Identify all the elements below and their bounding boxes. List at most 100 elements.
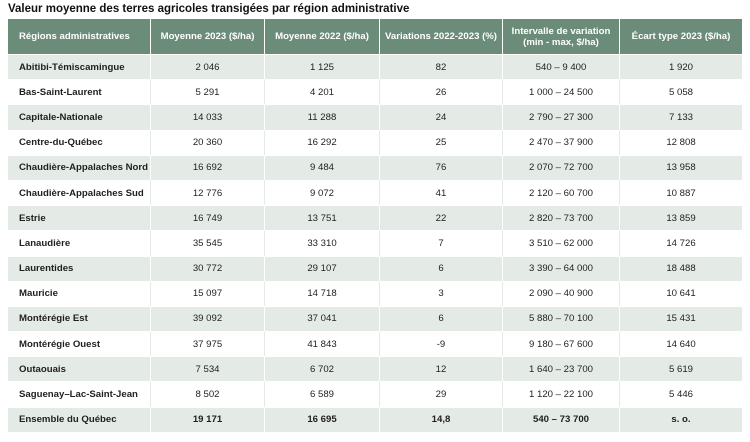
total-avg-2022: 16 695 <box>265 406 380 432</box>
std-dev-cell: 12 808 <box>620 129 742 155</box>
std-dev-cell: 7 133 <box>620 104 742 130</box>
avg-2022-cell: 4 201 <box>265 79 380 105</box>
land-value-table: Régions administratives Moyenne 2023 ($/… <box>8 19 742 432</box>
variation-cell: 24 <box>380 104 503 130</box>
region-cell: Saguenay–Lac-Saint-Jean <box>8 381 151 407</box>
std-dev-cell: 13 859 <box>620 205 742 231</box>
table-row: Lanaudière 35 545 33 310 7 3 510 – 62 00… <box>8 230 742 256</box>
avg-2023-cell: 30 772 <box>151 255 265 281</box>
total-avg-2023: 19 171 <box>151 406 265 432</box>
total-range: 540 – 73 700 <box>503 406 620 432</box>
total-std-dev: s. o. <box>620 406 742 432</box>
header-range: Intervalle de variation (min - max, $/ha… <box>503 19 620 54</box>
avg-2022-cell: 37 041 <box>265 305 380 332</box>
std-dev-cell: 13 958 <box>620 154 742 180</box>
variation-cell: 25 <box>380 129 503 155</box>
region-cell: Estrie <box>8 205 151 231</box>
std-dev-cell: 10 887 <box>620 179 742 206</box>
std-dev-cell: 18 488 <box>620 255 742 281</box>
avg-2022-cell: 6 702 <box>265 356 380 382</box>
region-cell: Capitale-Nationale <box>8 104 151 130</box>
variation-cell: -9 <box>380 331 503 357</box>
avg-2023-cell: 37 975 <box>151 331 265 357</box>
variation-cell: 26 <box>380 79 503 105</box>
std-dev-cell: 1 920 <box>620 54 742 80</box>
range-cell: 1 640 – 23 700 <box>503 356 620 382</box>
std-dev-cell: 10 641 <box>620 280 742 306</box>
avg-2023-cell: 12 776 <box>151 179 265 206</box>
avg-2022-cell: 9 484 <box>265 154 380 180</box>
avg-2022-cell: 41 843 <box>265 331 380 357</box>
header-variation: Variations 2022-2023 (%) <box>380 19 503 54</box>
variation-cell: 7 <box>380 230 503 256</box>
avg-2022-cell: 13 751 <box>265 205 380 231</box>
range-cell: 5 880 – 70 100 <box>503 305 620 332</box>
avg-2022-cell: 9 072 <box>265 179 380 206</box>
std-dev-cell: 14 640 <box>620 331 742 357</box>
range-cell: 2 120 – 60 700 <box>503 179 620 206</box>
range-cell: 1 000 – 24 500 <box>503 79 620 105</box>
avg-2023-cell: 39 092 <box>151 305 265 332</box>
variation-cell: 76 <box>380 154 503 180</box>
table-row: Estrie 16 749 13 751 22 2 820 – 73 700 1… <box>8 205 742 231</box>
table-title: Valeur moyenne des terres agricoles tran… <box>8 3 410 15</box>
header-avg-2022: Moyenne 2022 ($/ha) <box>265 19 380 54</box>
header-row: Régions administratives Moyenne 2023 ($/… <box>8 19 742 54</box>
avg-2023-cell: 15 097 <box>151 280 265 306</box>
avg-2022-cell: 6 589 <box>265 381 380 407</box>
range-cell: 3 510 – 62 000 <box>503 230 620 256</box>
avg-2022-cell: 16 292 <box>265 129 380 155</box>
avg-2022-cell: 1 125 <box>265 54 380 80</box>
region-cell: Montérégie Est <box>8 305 151 332</box>
header-avg-2023: Moyenne 2023 ($/ha) <box>151 19 265 54</box>
region-cell: Laurentides <box>8 255 151 281</box>
variation-cell: 3 <box>380 280 503 306</box>
region-cell: Montérégie Ouest <box>8 331 151 357</box>
range-cell: 2 090 – 40 900 <box>503 280 620 306</box>
table-row: Capitale-Nationale 14 033 11 288 24 2 79… <box>8 104 742 130</box>
avg-2023-cell: 7 534 <box>151 356 265 382</box>
variation-cell: 6 <box>380 305 503 332</box>
region-cell: Abitibi-Témiscamingue <box>8 54 151 80</box>
region-cell: Chaudière-Appalaches Sud <box>8 179 151 206</box>
range-cell: 540 – 9 400 <box>503 54 620 80</box>
std-dev-cell: 5 446 <box>620 381 742 407</box>
header-std-dev: Écart type 2023 ($/ha) <box>620 19 742 54</box>
table-row: Montérégie Est 39 092 37 041 6 5 880 – 7… <box>8 305 742 332</box>
avg-2023-cell: 2 046 <box>151 54 265 80</box>
std-dev-cell: 15 431 <box>620 305 742 332</box>
table-row: Outaouais 7 534 6 702 12 1 640 – 23 700 … <box>8 356 742 382</box>
avg-2022-cell: 14 718 <box>265 280 380 306</box>
range-cell: 2 790 – 27 300 <box>503 104 620 130</box>
table-row: Montérégie Ouest 37 975 41 843 -9 9 180 … <box>8 331 742 357</box>
range-cell: 9 180 – 67 600 <box>503 331 620 357</box>
region-cell: Lanaudière <box>8 230 151 256</box>
region-cell: Centre-du-Québec <box>8 129 151 155</box>
avg-2023-cell: 16 692 <box>151 154 265 180</box>
table-row: Laurentides 30 772 29 107 6 3 390 – 64 0… <box>8 255 742 281</box>
range-cell: 2 470 – 37 900 <box>503 129 620 155</box>
total-label: Ensemble du Québec <box>8 406 151 432</box>
total-row: Ensemble du Québec 19 171 16 695 14,8 54… <box>8 406 742 432</box>
std-dev-cell: 5 058 <box>620 79 742 105</box>
variation-cell: 12 <box>380 356 503 382</box>
total-variation: 14,8 <box>380 406 503 432</box>
region-cell: Outaouais <box>8 356 151 382</box>
avg-2022-cell: 11 288 <box>265 104 380 130</box>
avg-2023-cell: 8 502 <box>151 381 265 407</box>
variation-cell: 41 <box>380 179 503 206</box>
avg-2023-cell: 16 749 <box>151 205 265 231</box>
std-dev-cell: 5 619 <box>620 356 742 382</box>
range-cell: 2 820 – 73 700 <box>503 205 620 231</box>
table-row: Centre-du-Québec 20 360 16 292 25 2 470 … <box>8 129 742 155</box>
avg-2022-cell: 33 310 <box>265 230 380 256</box>
region-cell: Mauricie <box>8 280 151 306</box>
table-row: Abitibi-Témiscamingue 2 046 1 125 82 540… <box>8 54 742 80</box>
avg-2023-cell: 14 033 <box>151 104 265 130</box>
table-row: Chaudière-Appalaches Nord 16 692 9 484 7… <box>8 154 742 180</box>
avg-2023-cell: 20 360 <box>151 129 265 155</box>
variation-cell: 82 <box>380 54 503 80</box>
avg-2023-cell: 35 545 <box>151 230 265 256</box>
range-cell: 3 390 – 64 000 <box>503 255 620 281</box>
header-region: Régions administratives <box>8 19 151 54</box>
